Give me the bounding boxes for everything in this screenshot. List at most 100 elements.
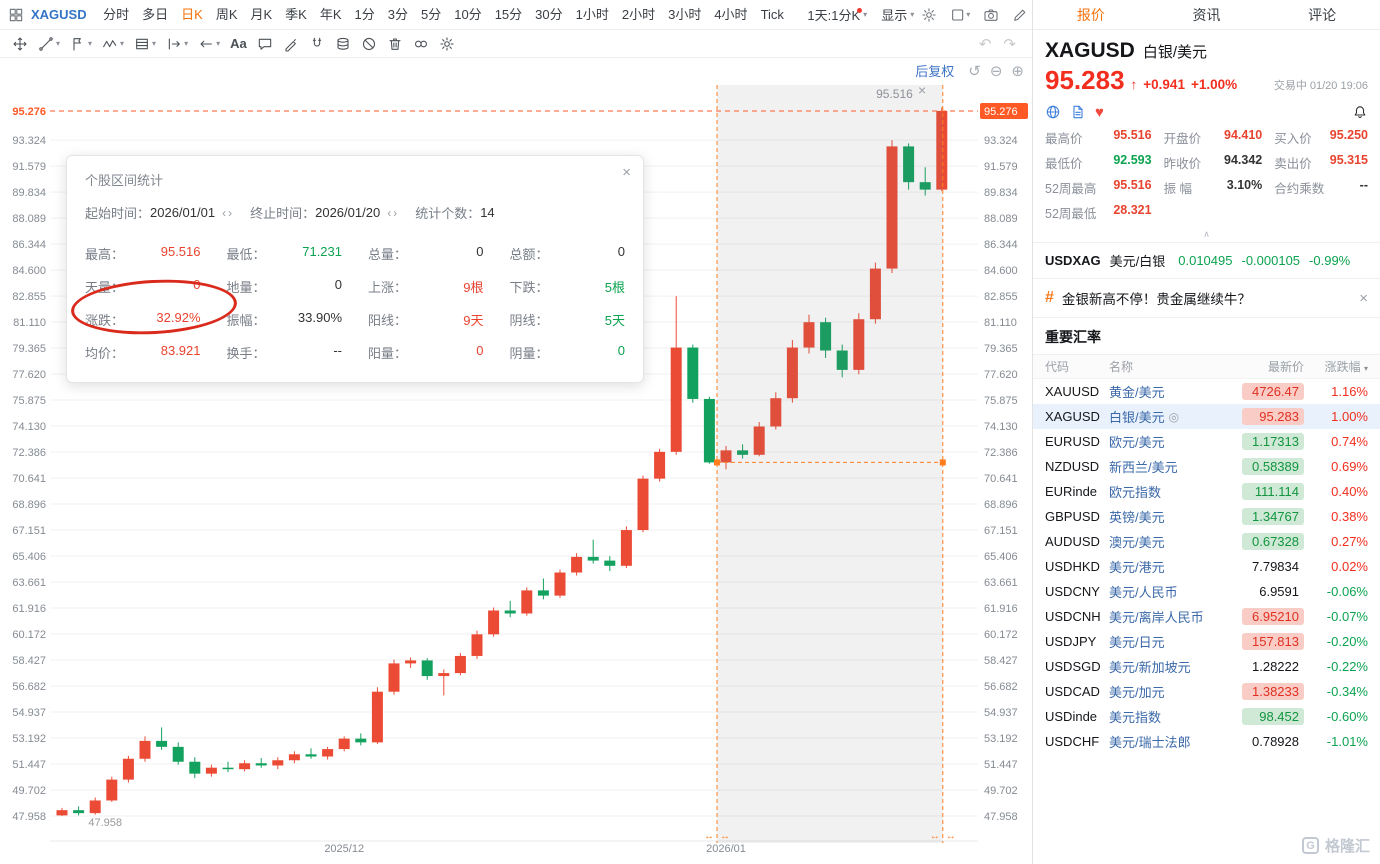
fx-row-EURinde[interactable]: EURinde 欧元指数 111.114 0.40% xyxy=(1033,479,1380,504)
timeframe-月K[interactable]: 月K xyxy=(250,7,273,22)
reset-zoom-icon[interactable]: ↺ xyxy=(968,62,981,80)
selection-shade[interactable] xyxy=(717,85,943,843)
end-date-stepper[interactable]: ‹› xyxy=(387,205,400,220)
news-close-icon[interactable]: × xyxy=(1359,289,1368,307)
timeframe-10分[interactable]: 10分 xyxy=(454,7,482,22)
fx-name-link[interactable]: 白银/美元 ◎ xyxy=(1109,409,1180,426)
fx-row-XAGUSD[interactable]: XAGUSD 白银/美元 ◎ 95.283 1.00% xyxy=(1033,404,1380,429)
timeframe-30分[interactable]: 30分 xyxy=(535,7,563,22)
arrow-annotation-tool[interactable]: ▾ xyxy=(166,36,188,52)
fx-name-link[interactable]: 欧元/美元 xyxy=(1109,435,1165,450)
workspace-icon[interactable] xyxy=(8,7,24,23)
screenshot-camera-button[interactable] xyxy=(983,7,999,23)
selection-handle[interactable] xyxy=(939,459,946,466)
timeframe-季K[interactable]: 季K xyxy=(285,7,307,22)
fx-row-USDCAD[interactable]: USDCAD 美元/加元 1.38233 -0.34% xyxy=(1033,679,1380,704)
zoom-out-icon[interactable]: ⊖ xyxy=(989,62,1003,80)
trendline-tool[interactable]: ▾ xyxy=(38,36,60,52)
timeframe-周K[interactable]: 周K xyxy=(215,7,238,22)
stats-panel-close-button[interactable]: × xyxy=(622,164,631,181)
fx-name-link[interactable]: 黄金/美元 xyxy=(1109,385,1165,400)
redo-icon[interactable]: ↷ xyxy=(1003,35,1016,53)
tab-资讯[interactable]: 资讯 xyxy=(1192,6,1221,23)
fx-name-link[interactable]: 澳元/美元 xyxy=(1109,535,1165,550)
start-date-stepper[interactable]: ‹› xyxy=(222,205,235,220)
news-banner[interactable]: # 金银新高不停！贵金属继续牛？ × xyxy=(1033,279,1380,318)
fx-row-USDinde[interactable]: USDinde 美元指数 98.452 -0.60% xyxy=(1033,704,1380,729)
timeframe-年K[interactable]: 年K xyxy=(319,7,342,22)
fx-row-USDCNY[interactable]: USDCNY 美元/人民币 6.9591 -0.06% xyxy=(1033,579,1380,604)
fx-row-EURUSD[interactable]: EURUSD 欧元/美元 1.17313 0.74% xyxy=(1033,429,1380,454)
fx-row-NZDUSD[interactable]: NZDUSD 新西兰/美元 0.58389 0.69% xyxy=(1033,454,1380,479)
timeframe-多日[interactable]: 多日 xyxy=(142,7,169,22)
timeframe-1小时[interactable]: 1小时 xyxy=(575,7,609,22)
fx-row-GBPUSD[interactable]: GBPUSD 英镑/美元 1.34767 0.38% xyxy=(1033,504,1380,529)
fx-name-link[interactable]: 美元/瑞士法郎 xyxy=(1109,735,1191,750)
timeframe-分时[interactable]: 分时 xyxy=(103,7,130,22)
document-icon[interactable] xyxy=(1070,104,1086,120)
fx-name-link[interactable]: 美元/港元 xyxy=(1109,560,1165,575)
display-dropdown[interactable]: 显示 ▾ xyxy=(874,5,921,24)
flag-tool[interactable]: ▾ xyxy=(70,36,92,52)
edit-pencil-button[interactable] xyxy=(1012,7,1028,23)
inverse-pair-row[interactable]: USDXAG 美元/白银 0.010495 -0.000105 -0.99% xyxy=(1033,243,1380,279)
adjust-mode-label[interactable]: 后复权 xyxy=(915,64,955,79)
timeframe-日K[interactable]: 日K xyxy=(181,7,203,22)
fx-name-link[interactable]: 欧元指数 xyxy=(1109,485,1162,500)
layout-template-button[interactable]: ▾ xyxy=(950,7,970,23)
hide-drawings-tool[interactable] xyxy=(361,36,377,52)
chart-settings-button[interactable] xyxy=(921,7,937,23)
zoom-in-icon[interactable]: ⊕ xyxy=(1011,62,1024,80)
timeframe-Tick[interactable]: Tick xyxy=(760,7,784,22)
undo-icon[interactable]: ↶ xyxy=(978,35,992,53)
favorite-heart-icon[interactable]: ♥ xyxy=(1095,103,1104,121)
fx-row-XAUUSD[interactable]: XAUUSD 黄金/美元 4726.47 1.16% xyxy=(1033,379,1380,404)
collapse-stats-button[interactable]: ∧ xyxy=(1033,229,1380,243)
fx-row-USDCNH[interactable]: USDCNH 美元/离岸人民币 6.95210 -0.07% xyxy=(1033,604,1380,629)
fx-name-link[interactable]: 美元/加元 xyxy=(1109,685,1165,700)
fx-name-link[interactable]: 美元指数 xyxy=(1109,710,1162,725)
timeframe-3分[interactable]: 3分 xyxy=(387,7,408,22)
fx-name-link[interactable]: 新西兰/美元 xyxy=(1109,460,1178,475)
timeframe-5分[interactable]: 5分 xyxy=(420,7,442,22)
timeframe-3小时[interactable]: 3小时 xyxy=(668,7,702,22)
fx-row-USDSGD[interactable]: USDSGD 美元/新加坡元 1.28222 -0.22% xyxy=(1033,654,1380,679)
brush-tool[interactable] xyxy=(283,36,299,52)
tab-报价[interactable]: 报价 xyxy=(1076,6,1105,23)
fx-name-link[interactable]: 美元/新加坡元 xyxy=(1109,660,1191,675)
start-date-value[interactable]: 2026/01/01 xyxy=(150,205,216,220)
move-tool[interactable] xyxy=(12,36,28,52)
fx-name-link[interactable]: 美元/人民币 xyxy=(1109,585,1178,600)
timeframe-2小时[interactable]: 2小时 xyxy=(621,7,656,22)
text-tool[interactable]: Aa xyxy=(230,36,247,51)
magnet-tool[interactable] xyxy=(309,36,325,52)
delete-drawings-tool[interactable] xyxy=(387,36,403,52)
timeframe-15分[interactable]: 15分 xyxy=(494,7,523,22)
tab-评论[interactable]: 评论 xyxy=(1308,6,1337,23)
selection-close-button[interactable]: × xyxy=(918,82,927,98)
fx-row-USDJPY[interactable]: USDJPY 美元/日元 157.813 -0.20% xyxy=(1033,629,1380,654)
fx-last-price: 7.79834 xyxy=(1252,559,1299,574)
selection-handle[interactable] xyxy=(714,459,720,466)
alert-bell-icon[interactable] xyxy=(1352,104,1368,120)
fx-header-pct-sort[interactable]: 涨跌幅 ▾ xyxy=(1324,360,1368,374)
fx-name-link[interactable]: 英镑/美元 xyxy=(1109,510,1165,525)
wave-tool[interactable]: ▾ xyxy=(102,36,124,52)
drawing-settings-tool[interactable] xyxy=(439,36,455,52)
fibonacci-tool[interactable]: ▾ xyxy=(134,36,156,52)
arrow-left-tool[interactable]: ▾ xyxy=(198,36,220,52)
layers-tool[interactable] xyxy=(335,36,351,52)
fx-row-USDHKD[interactable]: USDHKD 美元/港元 7.79834 0.02% xyxy=(1033,554,1380,579)
fx-row-AUDUSD[interactable]: AUDUSD 澳元/美元 0.67328 0.27% xyxy=(1033,529,1380,554)
interval-dropdown[interactable]: 1天:1分K ▾ xyxy=(800,5,874,24)
timeframe-1分[interactable]: 1分 xyxy=(354,7,375,22)
link-tool[interactable] xyxy=(413,36,429,52)
globe-icon[interactable] xyxy=(1045,104,1061,120)
fx-name-link[interactable]: 美元/离岸人民币 xyxy=(1109,610,1204,625)
fx-row-USDCHF[interactable]: USDCHF 美元/瑞士法郎 0.78928 -1.01% xyxy=(1033,729,1380,754)
comment-tool[interactable] xyxy=(257,36,273,52)
symbol-button[interactable]: XAGUSD xyxy=(31,7,87,22)
end-date-value[interactable]: 2026/01/20 xyxy=(315,205,381,220)
fx-name-link[interactable]: 美元/日元 xyxy=(1109,635,1165,650)
timeframe-4小时[interactable]: 4小时 xyxy=(714,7,748,22)
